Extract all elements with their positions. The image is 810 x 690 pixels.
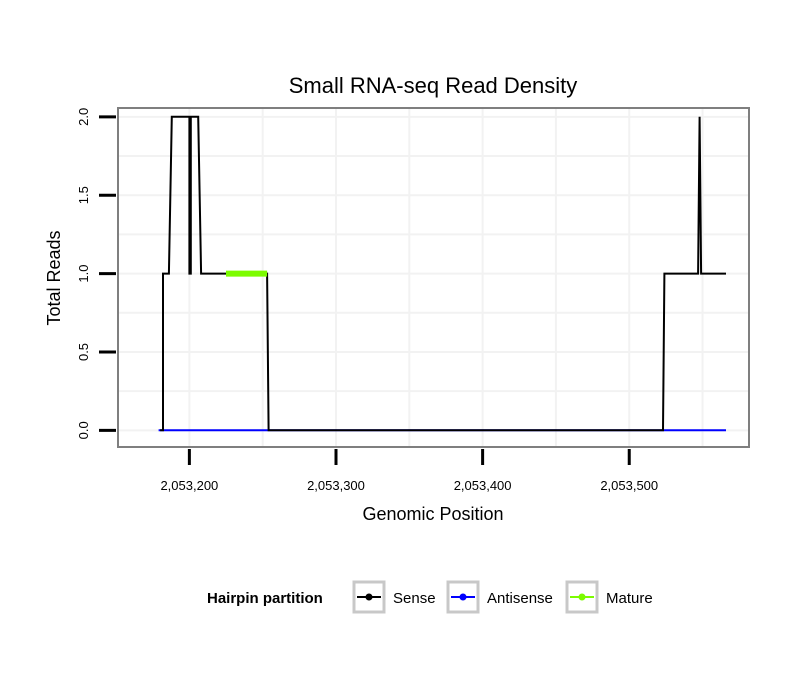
y-axis: 0.0 0.5 1.0 1.5 2.0: [76, 108, 116, 439]
x-axis: 2,053,200 2,053,300 2,053,400 2,053,500: [160, 449, 658, 493]
legend-label-antisense: Antisense: [487, 590, 553, 607]
x-axis-title: Genomic Position: [362, 504, 503, 524]
legend-point-antisense: [459, 593, 467, 601]
legend-item-mature: Mature: [565, 580, 653, 614]
legend-title: Hairpin partition: [207, 590, 323, 607]
legend-item-antisense: Antisense: [446, 580, 553, 614]
y-axis-title: Total Reads: [44, 230, 64, 325]
x-tick-label: 2,053,200: [160, 478, 218, 493]
y-tick-label: 1.0: [76, 265, 91, 283]
series-line-sense: [160, 115, 726, 432]
x-tick-label: 2,053,500: [600, 478, 658, 493]
legend-item-sense: Sense: [352, 580, 436, 614]
legend-label-mature: Mature: [606, 590, 653, 607]
chart-title: Small RNA-seq Read Density: [289, 73, 578, 98]
plot-panel: [117, 107, 750, 448]
legend: Hairpin partition Sense Antisense Mature: [207, 580, 653, 614]
y-tick-label: 2.0: [76, 108, 91, 126]
x-tick-label: 2,053,300: [307, 478, 365, 493]
legend-point-sense: [365, 593, 373, 601]
x-tick-label: 2,053,400: [454, 478, 512, 493]
y-tick-label: 0.0: [76, 421, 91, 439]
y-tick-label: 1.5: [76, 186, 91, 204]
y-tick-label: 0.5: [76, 343, 91, 361]
data-series: [158, 115, 726, 432]
legend-label-sense: Sense: [393, 590, 436, 607]
legend-point-mature: [578, 593, 586, 601]
